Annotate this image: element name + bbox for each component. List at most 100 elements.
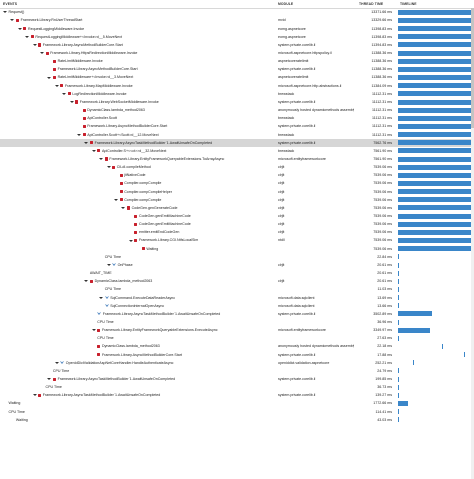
expand-chevron-icon[interactable] [40, 52, 44, 55]
expand-chevron-icon[interactable] [128, 239, 133, 242]
event-row[interactable]: CPU Time 24.79 ms [0, 367, 474, 375]
expand-chevron-icon[interactable] [114, 198, 118, 201]
thread-time-column-header[interactable]: THREAD TIME [359, 2, 384, 6]
expand-chevron-icon[interactable] [54, 84, 59, 87]
timeline-cell [398, 229, 472, 235]
event-row[interactable]: Waiting 43.03 ms [0, 416, 474, 424]
events-column-header[interactable]: EVENTS [3, 2, 18, 6]
event-row[interactable]: SqlCommand.ExecuteDataReaderAsync microso… [0, 294, 474, 302]
expand-chevron-icon[interactable] [54, 361, 59, 364]
expand-chevron-icon[interactable] [3, 11, 7, 14]
expand-chevron-icon[interactable] [62, 92, 67, 95]
event-row[interactable]: CPU Time 114.41 ms [0, 408, 474, 416]
event-row[interactable]: Framework.Library.RnUserThreadStart mvid 1… [0, 17, 474, 25]
event-row[interactable]: Request() 13371.66 ms [0, 9, 474, 17]
expand-chevron-icon[interactable] [106, 263, 111, 266]
hot-path-flame-icon [97, 344, 101, 349]
event-row[interactable]: CodeGen.genEmitMachineCode clrjit 7539.06 … [0, 220, 474, 228]
expand-chevron-icon[interactable] [91, 149, 96, 152]
module-cell: clrjit [278, 205, 285, 210]
event-row[interactable]: CPU Time 11.03 ms [0, 286, 474, 294]
event-row[interactable]: Framework.Library.AsyncTaskMethodBuilder… [0, 392, 474, 400]
event-row[interactable]: LogRedirectionMiddleware.Invoke brewstack… [0, 90, 474, 98]
event-row[interactable]: RequestLoggingMiddleware.Invoke eomg.aspn… [0, 25, 474, 33]
event-row[interactable]: RateLimitMiddleware.Invoke aspnetcorerate… [0, 57, 474, 65]
timeline-bar [398, 107, 471, 113]
event-row[interactable]: DynamicClass.lambda_method2063 clrjit 20.6… [0, 277, 474, 285]
event-row[interactable]: ApiController.Scott brewstack 11112.31 ms [0, 114, 474, 122]
event-row[interactable]: jitNativeCode clrjit 7539.06 ms [0, 172, 474, 180]
expand-chevron-icon[interactable] [84, 141, 89, 144]
module-cell: clrjit [278, 173, 285, 178]
timeline-column-header[interactable]: TIMELINE [400, 2, 417, 6]
timeline-bar [398, 295, 400, 301]
event-row[interactable]: CILdI.compileMethod clrjit 7539.06 ms [0, 163, 474, 171]
timeline-cell [398, 295, 472, 301]
expand-chevron-icon[interactable] [77, 133, 81, 136]
module-cell: microsoft.entityframeworkcore [278, 328, 326, 333]
event-row[interactable]: Framework.Library.HttpsRedirectionMiddle… [0, 49, 474, 57]
event-row[interactable]: Framework.Library.AsyncTaskMethodBuilder… [0, 310, 474, 318]
event-row[interactable]: CodeGen.genGenerateCode clrjit 7539.06 ms [0, 204, 474, 212]
event-row[interactable]: CPU Time 36.96 ms [0, 318, 474, 326]
event-name-cell: emitter.emitEndCodeGen [129, 230, 179, 234]
event-row[interactable]: Framework.Library.AsyncTaskMethodBuilder… [0, 138, 474, 148]
event-row[interactable]: CPU Time 27.63 ms [0, 335, 474, 343]
event-row[interactable]: Framework.Library.AsyncMethodBuilderCore… [0, 41, 474, 49]
event-row[interactable]: DynamicClass.lambda_method2063 anonymousl… [0, 106, 474, 114]
expand-chevron-icon[interactable] [99, 296, 104, 299]
thread-time-cell: 3502.89 ms [373, 311, 392, 316]
scrollbar-thumb[interactable] [471, 8, 474, 128]
expand-chevron-icon[interactable] [25, 35, 30, 38]
timeline-bar [441, 344, 444, 350]
event-row[interactable]: Framework.Library.AsyncMethodBuilderCore… [0, 123, 474, 131]
event-row[interactable]: Waiting 1772.66 ms [0, 400, 474, 408]
expand-chevron-icon[interactable] [32, 43, 37, 46]
expand-chevron-icon[interactable] [32, 394, 37, 397]
module-cell: clrjit [278, 230, 285, 235]
event-row[interactable]: Framework.Library.EntityFrameworkQueryab… [0, 155, 474, 163]
event-row[interactable]: Framework.Library.AsyncTaskMethodBuilder… [0, 375, 474, 383]
event-row[interactable]: CPU Time 36.73 ms [0, 383, 474, 391]
event-row[interactable]: AWAIT_TIME 20.61 ms [0, 269, 474, 277]
event-row[interactable]: Waiting 7539.06 ms [0, 245, 474, 253]
event-row[interactable]: Framework.Library.MapMiddleware.Invoke mi… [0, 82, 474, 90]
event-row[interactable]: DynamicClass.lambda_method2063 anonymousl… [0, 343, 474, 351]
event-row[interactable]: ApiController.Scott+<Scott>d__12.MoveNex… [0, 131, 474, 139]
event-row[interactable]: OpenIdDictValidationAspNetCoreHandler.Ha… [0, 359, 474, 367]
expand-chevron-icon[interactable] [91, 329, 96, 332]
expand-chevron-icon[interactable] [106, 166, 111, 169]
event-row[interactable]: Framework.Library.AsyncMethodBuilderCore… [0, 351, 474, 359]
timeline-cell [398, 107, 472, 113]
event-row[interactable]: Compiler.compCompileHelper clrjit 7539.06 … [0, 188, 474, 196]
vertical-scrollbar[interactable] [471, 8, 474, 479]
event-row[interactable]: emitter.emitEndCodeGen clrjit 7539.06 ms [0, 229, 474, 237]
event-name-label: CILdI.compileMethod [116, 165, 151, 170]
event-row[interactable]: Framework.Library.AsyncMethodBuilderCore… [0, 66, 474, 74]
thread-time-cell: 11398.83 ms [371, 26, 392, 31]
expand-chevron-icon[interactable] [99, 158, 104, 161]
event-row[interactable]: CodeGen.genEmitMachineCode clrjit 7539.06 … [0, 212, 474, 220]
expand-chevron-icon[interactable] [17, 27, 22, 30]
timeline-cell [398, 319, 472, 325]
expand-chevron-icon[interactable] [121, 206, 126, 209]
event-row[interactable]: SqlConnectionInternalOpenAsync microsoft.… [0, 302, 474, 310]
event-row[interactable]: RequestLoggingMiddleware+<Invoke>d__5.Mo… [0, 33, 474, 41]
timeline-cell [398, 115, 472, 121]
timeline-cell [398, 148, 472, 154]
event-row[interactable]: Framework.Library.CGI.NtfsLocalSim ntdll 7… [0, 237, 474, 245]
event-row[interactable]: Framework.Library.EntityFrameworkQueryab… [0, 326, 474, 334]
expand-chevron-icon[interactable] [84, 280, 89, 283]
event-row[interactable]: ApiController.S+<<ct>>d__32.MoveNext brew… [0, 147, 474, 155]
event-row[interactable]: Framework.Library.WebSocketMiddleware.In… [0, 98, 474, 106]
event-row[interactable]: RateLimitMiddleware+<Invoke>d__3.MoveNex… [0, 74, 474, 82]
event-row[interactable]: OnPhase clrjit 20.61 ms [0, 261, 474, 269]
expand-chevron-icon[interactable] [69, 100, 74, 103]
expand-chevron-icon[interactable] [10, 19, 15, 22]
expand-chevron-icon[interactable] [47, 378, 52, 381]
expand-chevron-icon[interactable] [47, 76, 52, 79]
event-row[interactable]: Compiler.compCompile clrjit 7539.06 ms [0, 180, 474, 188]
event-row[interactable]: Compiler.compCompile clrjit 7539.06 ms [0, 196, 474, 204]
module-column-header[interactable]: MODULE [278, 2, 294, 6]
event-row[interactable]: CPU Time 22.84 ms [0, 253, 474, 261]
